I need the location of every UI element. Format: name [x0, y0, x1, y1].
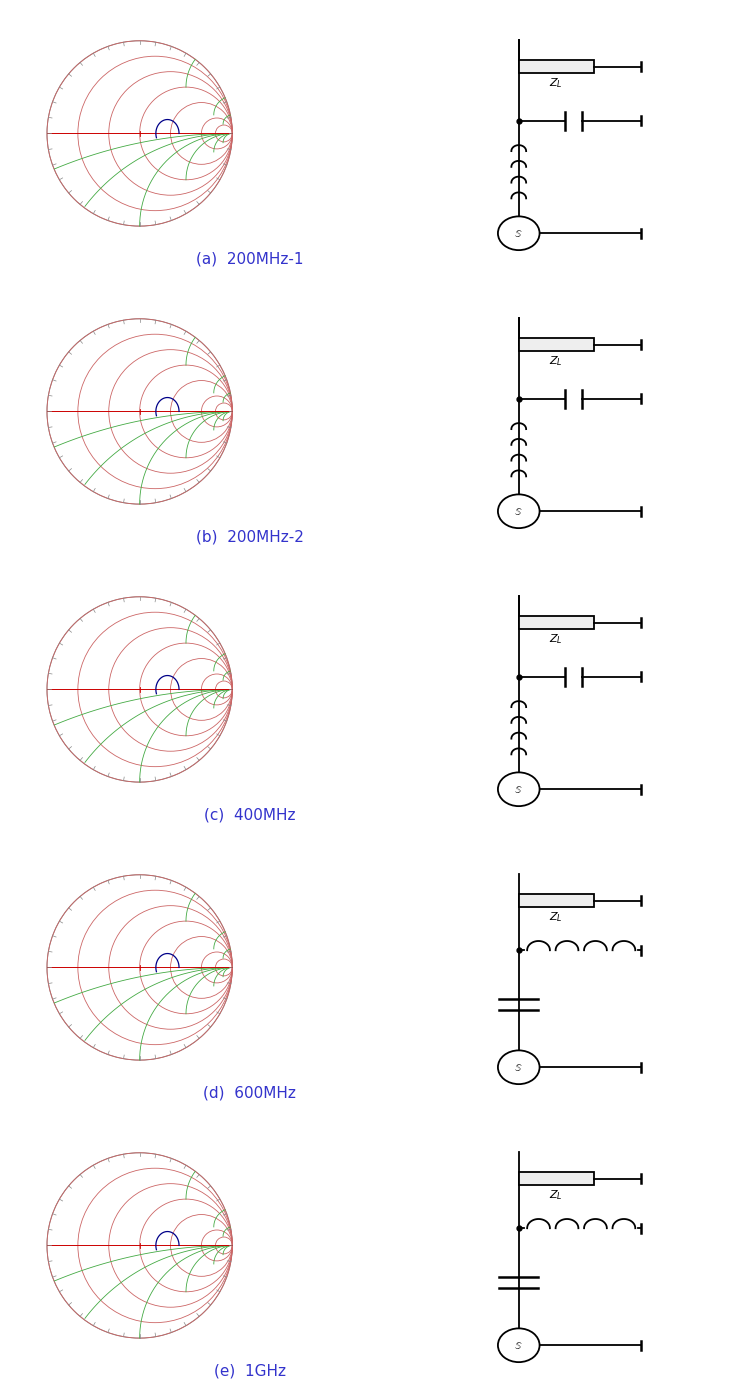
- Text: (c)  400MHz: (c) 400MHz: [204, 808, 295, 823]
- Text: (e)  1GHz: (e) 1GHz: [214, 1364, 286, 1379]
- Text: $Z_L$: $Z_L$: [549, 354, 563, 368]
- Text: $Z_L$: $Z_L$: [549, 1188, 563, 1202]
- Text: $\mathbb{S}$: $\mathbb{S}$: [514, 506, 523, 517]
- Bar: [519, 894, 594, 908]
- Text: $\mathbb{S}$: $\mathbb{S}$: [514, 1340, 523, 1351]
- Text: (d)  600MHz: (d) 600MHz: [204, 1086, 296, 1101]
- Text: $\mathbb{S}$: $\mathbb{S}$: [514, 1062, 523, 1073]
- Text: $Z_L$: $Z_L$: [549, 910, 563, 924]
- Text: $Z_L$: $Z_L$: [549, 76, 563, 90]
- Bar: [519, 338, 594, 352]
- Bar: [519, 616, 594, 630]
- Text: (b)  200MHz-2: (b) 200MHz-2: [196, 530, 304, 545]
- Bar: [519, 60, 594, 74]
- Text: (a)  200MHz-1: (a) 200MHz-1: [196, 252, 304, 267]
- Text: $Z_L$: $Z_L$: [549, 632, 563, 646]
- Text: $\mathbb{S}$: $\mathbb{S}$: [514, 784, 523, 795]
- Bar: [519, 1172, 594, 1186]
- Text: $\mathbb{S}$: $\mathbb{S}$: [514, 228, 523, 239]
